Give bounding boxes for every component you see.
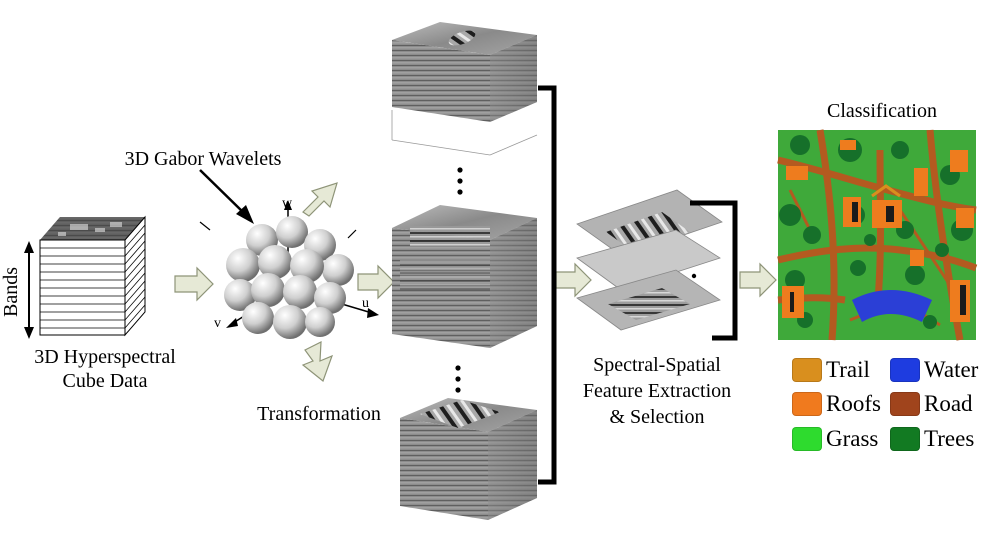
- axis-v-label: v: [214, 316, 221, 331]
- arrow-cube-to-gabor: [174, 266, 214, 302]
- legend-label-grass: Grass: [826, 426, 879, 451]
- cube-caption-line1: 3D Hyperspectral: [34, 346, 176, 368]
- legend-item-roofs: Roofs: [792, 392, 881, 416]
- gabor-stack-top: [391, 22, 538, 156]
- legend-swatch-road: [890, 392, 920, 416]
- legend-label-water: Water: [924, 357, 979, 382]
- gabor-label: 3D Gabor Wavelets: [124, 148, 282, 170]
- legend-item-trees: Trees: [890, 427, 974, 451]
- gabor-pointer-arrow: [199, 169, 254, 224]
- gabor-stack-bottom: [400, 398, 537, 520]
- arrow-gabor-up: [302, 182, 338, 217]
- feature-caption-line1: Spectral-Spatial: [593, 354, 721, 376]
- legend-label-trail: Trail: [826, 357, 870, 382]
- legend-swatch-grass: [792, 427, 822, 451]
- legend-swatch-trees: [890, 427, 920, 451]
- arrow-to-classification: [739, 262, 777, 298]
- legend-label-road: Road: [924, 391, 973, 416]
- bracket-features: [690, 200, 738, 341]
- classification-map: [777, 129, 978, 341]
- legend-item-road: Road: [890, 392, 973, 416]
- gabor-stack-middle: [392, 205, 537, 348]
- arrow-to-features: [555, 262, 592, 298]
- gabor-sphere-cluster: [199, 200, 379, 339]
- legend-label-roofs: Roofs: [826, 391, 881, 416]
- legend-label-trees: Trees: [924, 426, 975, 451]
- axis-w-label: w: [282, 196, 293, 211]
- legend-item-trail: Trail: [792, 358, 870, 382]
- transformation-label: Transformation: [257, 403, 381, 425]
- bracket-transform: [538, 85, 557, 485]
- arrow-gabor-down: [301, 341, 334, 382]
- axis-u-label: u: [362, 296, 369, 311]
- feature-caption-line3: & Selection: [609, 406, 705, 428]
- legend-swatch-roofs: [792, 392, 822, 416]
- legend-swatch-water: [890, 358, 920, 382]
- legend-swatch-trail: [792, 358, 822, 382]
- bands-label: Bands: [0, 267, 22, 317]
- feature-caption-line2: Feature Extraction: [582, 380, 732, 402]
- classification-title: Classification: [827, 100, 937, 122]
- arrow-gabor-right: [357, 264, 395, 300]
- legend-item-water: Water: [890, 358, 978, 382]
- bands-arrow: [24, 241, 34, 339]
- legend-item-grass: Grass: [792, 427, 878, 451]
- feature-slices: [576, 189, 723, 331]
- hyperspectral-cube: [39, 215, 146, 337]
- cube-caption-line2: Cube Data: [62, 370, 148, 392]
